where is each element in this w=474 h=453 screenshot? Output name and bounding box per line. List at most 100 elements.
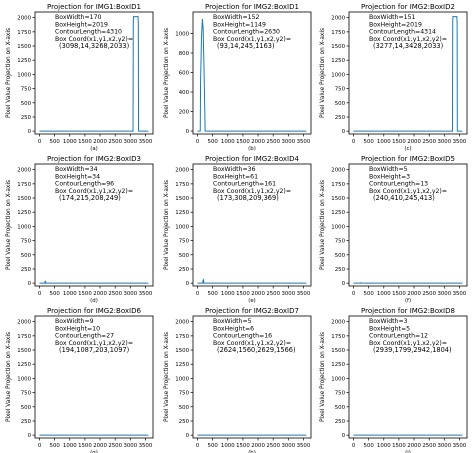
chart-title: Projection for IMG2:BoxID7 — [205, 307, 299, 315]
x-tick-label: 3500 — [139, 291, 153, 297]
x-tick-label: 1000 — [63, 139, 77, 145]
series-line — [39, 280, 149, 284]
y-tick-label: 500 — [335, 101, 346, 107]
annotation-line: Box Coord(x1,y1,x2,y2)= — [213, 340, 291, 347]
chart-title: Projection for IMG2:BoxID2 — [361, 3, 455, 11]
x-tick-label: 3000 — [281, 139, 295, 145]
annotation-line: (173,308,209,369) — [217, 194, 279, 202]
x-tick-label: 1000 — [377, 291, 391, 297]
annotation-line: Box Coord(x1,y1,x2,y2)= — [369, 340, 447, 347]
x-tick-label: 3500 — [453, 139, 467, 145]
annotation-line: BoxHeight=2019 — [369, 21, 422, 28]
y-tick-label: 500 — [335, 405, 346, 411]
annotation-line: ContourLength=2630 — [213, 29, 280, 36]
x-tick-label: 500 — [50, 291, 61, 297]
x-tick-label: 500 — [208, 139, 219, 145]
y-tick-label: 1000 — [175, 376, 189, 382]
x-tick-label: 1500 — [392, 291, 406, 297]
annotation-line: ContourLength=161 — [213, 181, 276, 188]
y-tick-label: 0 — [28, 433, 32, 439]
y-axis-label: Pixel Value Projection on X-axis — [320, 332, 326, 422]
x-tick-label: 2000 — [407, 443, 421, 449]
y-tick-label: 1500 — [175, 348, 189, 354]
x-tick-label: 500 — [208, 291, 219, 297]
annotation-line: BoxHeight=34 — [55, 173, 100, 180]
x-tick-label: 0 — [352, 139, 356, 145]
panel-caption: (h) — [248, 450, 256, 453]
y-tick-label: 250 — [335, 267, 346, 273]
plot-frame — [348, 315, 468, 439]
annotation-line: Box Coord(x1,y1,x2,y2)= — [55, 340, 133, 347]
x-tick-label: 2000 — [93, 139, 107, 145]
x-tick-label: 3000 — [437, 139, 451, 145]
y-tick-label: 250 — [21, 115, 32, 121]
annotation-line: (3098,14,3268,2033) — [59, 42, 129, 50]
y-tick-label: 1500 — [17, 44, 31, 50]
y-tick-label: 1750 — [17, 334, 31, 340]
annotation-line: BoxWidth=34 — [55, 166, 98, 173]
y-tick-label: 1000 — [331, 72, 345, 78]
y-tick-label: 500 — [179, 405, 190, 411]
y-tick-label: 1000 — [17, 72, 31, 78]
x-tick-label: 3500 — [297, 139, 311, 145]
annotation-line: Box Coord(x1,y1,x2,y2)= — [369, 36, 447, 43]
x-tick-label: 2000 — [93, 291, 107, 297]
x-tick-label: 3000 — [437, 291, 451, 297]
y-tick-label: 0 — [28, 129, 32, 135]
y-tick-label: 500 — [179, 253, 190, 259]
x-tick-label: 2500 — [266, 443, 280, 449]
annotation-line: (93,14,245,1163) — [217, 42, 275, 50]
annotation-line: BoxWidth=36 — [213, 166, 256, 173]
y-tick-label: 1000 — [17, 376, 31, 382]
y-tick-label: 0 — [28, 281, 32, 287]
y-tick-label: 750 — [335, 87, 346, 93]
plot-frame — [348, 163, 468, 287]
y-tick-label: 750 — [21, 239, 32, 245]
x-tick-label: 500 — [50, 443, 61, 449]
x-tick-label: 500 — [50, 139, 61, 145]
panel-caption: (d) — [90, 298, 98, 304]
x-tick-label: 0 — [352, 443, 356, 449]
y-tick-label: 1250 — [17, 362, 31, 368]
y-tick-label: 1000 — [175, 31, 189, 37]
y-tick-label: 1250 — [17, 58, 31, 64]
x-tick-label: 0 — [38, 443, 42, 449]
y-tick-label: 1500 — [17, 196, 31, 202]
x-tick-label: 1500 — [392, 443, 406, 449]
annotation-line: (174,215,208,249) — [59, 194, 121, 202]
x-tick-label: 0 — [196, 291, 200, 297]
plot-frame — [34, 163, 154, 287]
chart-title: Projection for IMG2:BoxID4 — [205, 155, 299, 163]
series-line — [39, 434, 149, 436]
y-tick-label: 500 — [335, 253, 346, 259]
x-tick-label: 0 — [352, 291, 356, 297]
y-tick-label: 250 — [179, 267, 190, 273]
y-tick-label: 600 — [179, 71, 190, 77]
annotation-line: BoxWidth=151 — [369, 14, 416, 21]
annotation-line: ContourLength=27 — [55, 333, 114, 340]
x-tick-label: 2500 — [108, 139, 122, 145]
annotation-line: Box Coord(x1,y1,x2,y2)= — [213, 36, 291, 43]
y-tick-label: 2000 — [17, 320, 31, 326]
y-tick-label: 0 — [186, 129, 190, 135]
y-tick-label: 1250 — [175, 362, 189, 368]
x-tick-label: 1500 — [78, 291, 92, 297]
annotation-line: (240,410,245,413) — [373, 194, 435, 202]
y-axis-label: Pixel Value Projection on X-axis — [6, 332, 12, 422]
x-tick-label: 3000 — [437, 443, 451, 449]
y-tick-label: 0 — [342, 281, 346, 287]
y-tick-label: 2000 — [331, 16, 345, 22]
y-tick-label: 1750 — [331, 30, 345, 36]
y-tick-label: 1250 — [17, 210, 31, 216]
plot-frame — [192, 11, 312, 135]
chart-title: Projection for IMG1:BoxID1 — [47, 3, 141, 11]
y-tick-label: 1250 — [331, 210, 345, 216]
x-tick-label: 3000 — [123, 443, 137, 449]
y-tick-label: 750 — [21, 391, 32, 397]
y-tick-label: 250 — [335, 115, 346, 121]
y-axis-label: Pixel Value Projection on X-axis — [164, 28, 170, 118]
x-tick-label: 0 — [196, 443, 200, 449]
y-tick-label: 1500 — [331, 44, 345, 50]
